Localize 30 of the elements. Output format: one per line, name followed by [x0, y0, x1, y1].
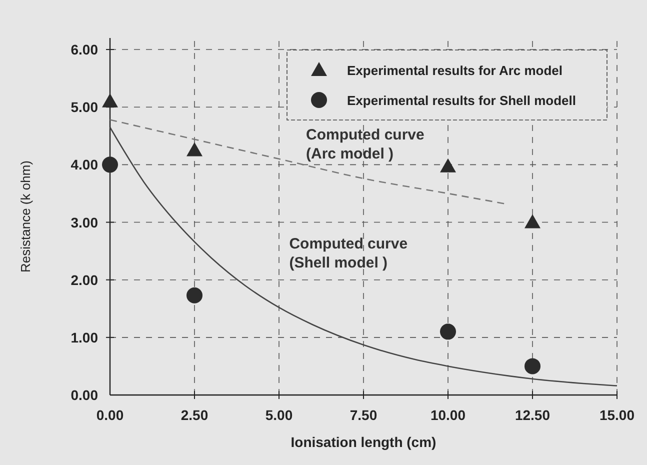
x-tick-label: 15.00: [599, 407, 635, 423]
point: [186, 142, 202, 156]
y-tick-label: 0.00: [70, 387, 98, 403]
y-tick-label: 2.00: [70, 272, 98, 288]
point: [524, 214, 540, 228]
point: [440, 158, 456, 172]
x-axis-title: Ionisation length (cm): [290, 434, 436, 450]
x-tick-label: 2.50: [180, 407, 208, 423]
y-tick-label: 4.00: [70, 156, 98, 173]
y-tick-label: 1.00: [70, 329, 98, 346]
x-tick-label: 12.50: [514, 407, 550, 423]
x-tick-label: 5.00: [265, 407, 293, 423]
point: [102, 93, 118, 108]
line-series: [109, 126, 618, 386]
y-axis-title: Resistance (k ohm): [18, 160, 33, 272]
point: [186, 287, 202, 304]
x-tick-label: 0.00: [96, 407, 124, 423]
annotation: Computed curve (Arc model ): [306, 126, 424, 162]
point: [524, 358, 540, 374]
legend-label: Experimental results for Arc model: [347, 63, 563, 78]
y-tick-label: 6.00: [70, 42, 98, 58]
y-tick-label: 3.00: [70, 214, 98, 230]
point: [102, 156, 118, 173]
legend-label: Experimental results for Shell modell: [347, 93, 576, 108]
line-series: [109, 119, 506, 204]
y-tick-label: 5.00: [70, 99, 98, 116]
point: [440, 324, 456, 340]
x-tick-label: 10.00: [430, 407, 466, 423]
annotation: Computed curve (Shell model ): [289, 235, 408, 272]
x-tick-label: 7.50: [350, 407, 378, 423]
